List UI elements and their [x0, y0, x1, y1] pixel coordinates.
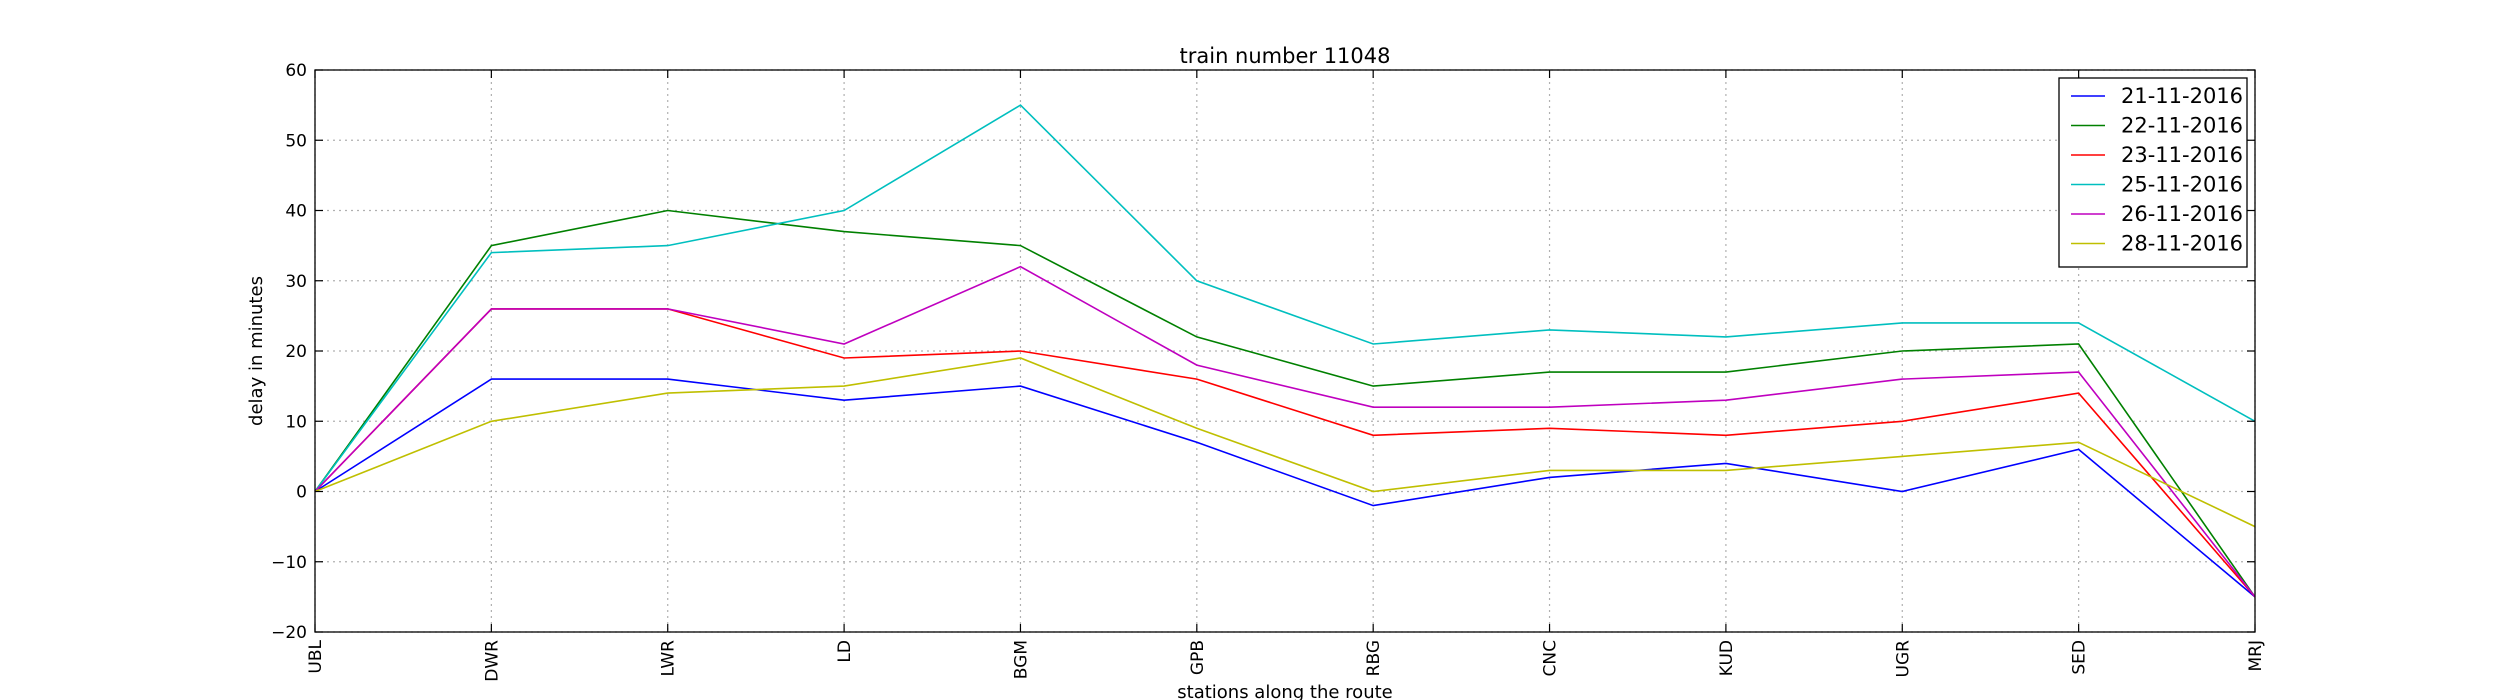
x-tick-labels: UBL DWR LWR LD BGM GPB RBG CNC KUD UGR SED MRJ [306, 639, 2266, 681]
x-tick-label: UGR [1893, 640, 1913, 678]
legend: 21-11-2016 22-11-2016 23-11-2016 25-11-2016… [2058, 77, 2248, 268]
x-tick-label: RBG [1364, 640, 1384, 676]
x-tick-label: CNC [1541, 640, 1561, 676]
x-tick-label: LWR [659, 640, 679, 677]
legend-label: 25-11-2016 [2121, 173, 2243, 197]
series-line-21-11-2016 [314, 378, 2256, 598]
series-line-23-11-2016 [314, 308, 2256, 598]
x-tick-label: BGM [1011, 640, 1031, 679]
series-line-26-11-2016 [314, 265, 2256, 598]
series-line-28-11-2016 [314, 357, 2256, 528]
y-axis-title: delay in minutes [246, 276, 267, 426]
axis-ticks [314, 69, 2256, 633]
y-tick-label: 0 [296, 483, 307, 503]
x-tick-label: UBL [306, 639, 326, 673]
x-tick-label: SED [2070, 640, 2090, 675]
series-line-22-11-2016 [314, 209, 2256, 598]
legend-box [2058, 77, 2248, 268]
y-tick-label: 20 [285, 342, 307, 362]
x-tick-label: LD [835, 640, 855, 663]
x-tick-label: KUD [1717, 640, 1737, 676]
y-tick-label: 60 [285, 61, 307, 81]
y-tick-label: −10 [271, 553, 307, 573]
chart-title: train number 11048 [1180, 44, 1391, 68]
x-tick-label: GPB [1188, 640, 1208, 675]
series-line-25-11-2016 [314, 104, 2256, 492]
y-tick-label: 40 [285, 202, 307, 222]
x-tick-label: DWR [482, 640, 502, 682]
legend-label: 23-11-2016 [2121, 143, 2243, 167]
legend-label: 21-11-2016 [2121, 84, 2243, 108]
legend-label: 26-11-2016 [2121, 202, 2243, 226]
y-tick-label: 50 [285, 131, 307, 151]
legend-label: 28-11-2016 [2121, 232, 2243, 256]
y-tick-label: 10 [285, 412, 307, 432]
y-tick-labels: −20 −10 0 10 20 30 40 50 60 [271, 61, 307, 643]
plot-frame [314, 69, 2256, 633]
x-axis-title: stations along the route [1177, 682, 1392, 700]
legend-label: 22-11-2016 [2121, 114, 2243, 138]
x-tick-label: MRJ [2246, 640, 2266, 672]
series-lines [314, 104, 2256, 598]
y-tick-label: −20 [271, 623, 307, 643]
y-tick-label: 30 [285, 272, 307, 292]
grid [314, 69, 2256, 633]
